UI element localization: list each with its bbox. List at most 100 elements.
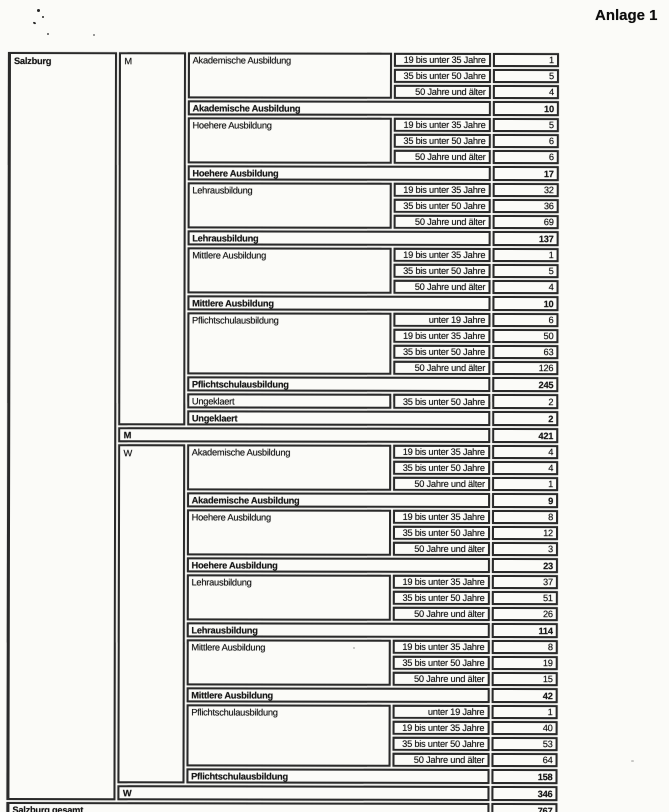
value-cell: 1 [491,705,558,720]
education-cell: Hoehere Ausbildung [187,117,393,164]
value-cell: 1 [492,248,559,263]
value-cell: 63 [492,345,559,360]
age-cell: 35 bis unter 50 Jahre [392,736,490,752]
age-cell: 50 Jahre und älter [393,671,490,687]
age-cell: 35 bis unter 50 Jahre [393,263,491,279]
value-cell: 69 [492,215,559,230]
age-cell: unter 19 Jahre [392,704,490,720]
age-cell: 19 bis unter 35 Jahre [394,182,491,198]
value-cell: 4 [491,461,559,476]
subtotal-value-cell: 23 [491,558,558,574]
age-cell: 35 bis unter 50 Jahre [394,133,491,149]
age-cell: 50 Jahre und älter [393,606,490,622]
education-cell: Hoehere Ausbildung [186,509,392,556]
subtotal-value-cell: 2 [491,411,559,427]
age-cell: 50 Jahre und älter [393,360,491,376]
education-cell: Mittlere Ausbildung [187,247,392,294]
value-cell: 36 [492,199,559,214]
value-cell: 3 [491,542,558,557]
age-cell: 35 bis unter 50 Jahre [393,525,490,541]
region-cell: Salzburg [6,52,118,801]
subtotal-value-cell: 245 [492,377,559,393]
value-cell: 4 [492,85,559,100]
gender-total-value-cell: 346 [491,786,558,802]
age-cell: 19 bis unter 35 Jahre [393,247,491,263]
page-annotation: Anlage 1 [595,7,658,24]
value-cell: 12 [491,526,559,541]
age-cell: 19 bis unter 35 Jahre [393,639,490,655]
subtotal-value-cell: 42 [491,688,558,704]
age-cell: 35 bis unter 50 Jahre [394,68,491,84]
subtotal-value-cell: 114 [491,623,558,639]
age-cell: 19 bis unter 35 Jahre [393,328,491,344]
age-cell: 50 Jahre und älter [393,279,491,295]
scan-speck [93,34,95,36]
age-cell: 19 bis unter 35 Jahre [394,52,491,68]
age-cell: 50 Jahre und älter [394,214,491,230]
value-cell: 37 [491,575,558,590]
scan-speck [631,760,634,762]
gender-cell: M [118,52,186,426]
education-cell: Pflichtschulausbildung [186,704,392,767]
table-row: Salzburg M Akademische Ausbildung 19 bis un… [6,52,559,801]
age-cell: 35 bis unter 50 Jahre [393,590,490,606]
scan-speck [47,33,49,35]
value-cell: 15 [491,672,558,687]
value-cell: 5 [492,264,559,279]
statistics-table: Salzburg M Akademische Ausbildung 19 bis un… [4,50,561,812]
age-cell: unter 19 Jahre [393,312,491,328]
value-cell: 8 [491,640,558,655]
gender-total-value-cell: 421 [491,428,559,444]
age-cell: 19 bis unter 35 Jahre [394,117,491,133]
value-cell: 1 [492,53,559,68]
scan-speck [353,647,355,649]
scan-speck [420,254,422,256]
value-cell: 32 [492,183,559,198]
stats-table-body: Salzburg M Akademische Ausbildung 19 bis un… [6,52,559,812]
age-cell: 19 bis unter 35 Jahre [393,444,490,460]
age-cell: 19 bis unter 35 Jahre [393,574,490,590]
subtotal-value-cell: 17 [492,166,559,182]
subtotal-label-cell: Akademische Ausbildung [187,100,491,117]
value-cell: 53 [491,737,558,752]
age-cell: 19 bis unter 35 Jahre [393,509,490,525]
age-cell: 50 Jahre und älter [394,84,491,100]
value-cell: 26 [491,607,558,622]
value-cell: 51 [491,591,558,606]
subtotal-label-cell: Akademische Ausbildung [186,492,490,509]
scan-speck [37,9,40,12]
value-cell: 4 [492,280,559,295]
education-cell: Lehrausbildung [187,182,393,229]
value-cell: 6 [492,134,559,149]
value-cell: 8 [491,510,559,525]
table-row: Salzburg gesamt 767 [6,802,558,812]
subtotal-label-cell: Pflichtschulausbildung [186,768,490,785]
age-cell: 19 bis unter 35 Jahre [392,720,490,736]
subtotal-value-cell: 9 [491,493,559,509]
subtotal-value-cell: 10 [492,296,559,312]
gender-cell: W [117,444,185,784]
subtotal-label-cell: Mittlere Ausbildung [187,295,491,312]
value-cell: 5 [492,118,559,133]
gender-total-label-cell: M [118,427,490,444]
education-cell: Akademische Ausbildung [187,52,393,99]
age-cell: 35 bis unter 50 Jahre [394,198,491,214]
age-cell: 35 bis unter 50 Jahre [393,655,490,671]
age-cell: 35 bis unter 50 Jahre [393,460,490,476]
value-cell: 2 [491,394,559,410]
value-cell: 6 [492,313,559,328]
subtotal-label-cell: Lehrausbildung [186,622,490,639]
value-cell: 19 [491,656,558,671]
age-cell: 35 bis unter 50 Jahre [393,344,491,360]
education-cell: Ungeklaert [186,393,392,409]
education-cell: Akademische Ausbildung [186,444,392,491]
value-cell: 5 [492,69,559,84]
subtotal-label-cell: Lehrausbildung [187,230,491,247]
subtotal-label-cell: Hoehere Ausbildung [186,557,490,574]
education-cell: Lehrausbildung [186,574,392,621]
age-cell: 50 Jahre und älter [393,541,490,557]
subtotal-label-cell: Mittlere Ausbildung [186,687,490,704]
value-cell: 64 [491,753,558,768]
value-cell: 1 [491,477,559,492]
